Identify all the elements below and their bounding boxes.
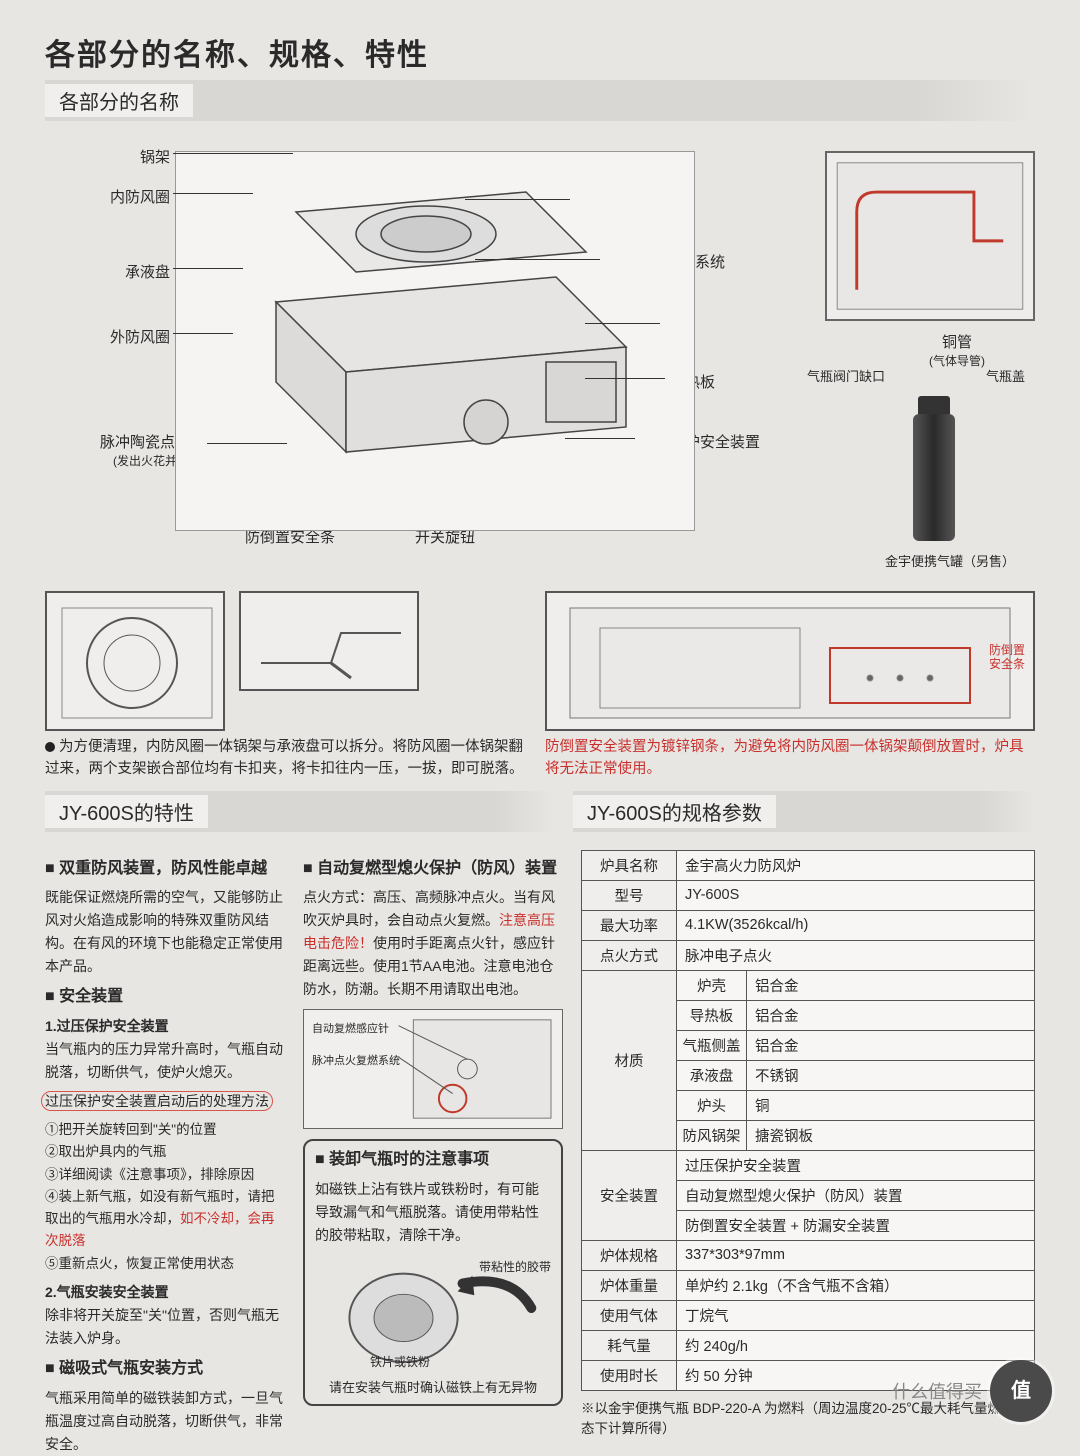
h-auto-reignite: 自动复燃型熄火保护（防风）装置 <box>303 856 563 882</box>
h-windproof: 双重防风装置，防风性能卓越 <box>45 856 285 882</box>
procedure-title: 过压保护安全装置启动后的处理方法 <box>45 1093 269 1109</box>
tube-detail-diagram <box>825 151 1035 321</box>
section-features: JY-600S的特性 <box>45 791 555 832</box>
label-inner-windshield: 内防风圈 <box>45 186 170 207</box>
label-valve-notch: 气瓶阀门缺口 <box>807 366 885 385</box>
section-parts-name: 各部分的名称 <box>45 80 1035 121</box>
spec-table: 炉具名称金宇高火力防风炉 型号JY-600S 最大功率4.1KW(3526kca… <box>581 850 1035 1391</box>
disassembly-diagram-1 <box>45 591 225 731</box>
watermark-text: 什么值得买 <box>892 1378 982 1404</box>
anti-tilt-caption: 防倒置安全装置为镀锌钢条，为避免将内防风圈一体锅架颠倒放置时，炉具将无法正常使用… <box>545 737 1035 781</box>
label-pot-rack: 锅架 <box>45 146 170 167</box>
h-magnetic: 磁吸式气瓶安装方式 <box>45 1356 285 1382</box>
disassembly-caption: 为方便清理，内防风圈一体锅架与承液盘可以拆分。将防风圈一体锅架翻过来，两个支架嵌… <box>45 737 525 781</box>
canister-caution-box: 装卸气瓶时的注意事项 如磁铁上沾有铁片或铁粉时，有可能导致漏气和气瓶脱落。请使用… <box>303 1139 563 1406</box>
label-canister: 金宇便携气罐（另售） <box>885 551 1015 570</box>
features-col-2: 自动复燃型熄火保护（防风）装置 点火方式：高压、高频脉冲点火。当有风吹灭炉具时，… <box>303 850 563 1456</box>
features-col-1: 双重防风装置，防风性能卓越 既能保证燃烧所需的空气，又能够防止风对火焰造成影响的… <box>45 850 285 1456</box>
anti-tilt-diagram: 防倒置安全条 <box>545 591 1035 731</box>
label-outer-windshield: 外防风圈 <box>45 326 170 347</box>
mid-diagrams: 为方便清理，内防风圈一体锅架与承液盘可以拆分。将防风圈一体锅架翻过来，两个支架嵌… <box>45 591 1035 781</box>
section-specs: JY-600S的规格参数 <box>573 791 1035 832</box>
stove-illustration <box>175 151 695 531</box>
page-title: 各部分的名称、规格、特性 <box>45 30 1035 74</box>
sensor-diagram: 自动复燃感应针 脉冲点火复燃系统 <box>303 1009 563 1129</box>
gas-canister-illustration <box>913 396 955 541</box>
label-can-lid: 气瓶盖 <box>986 366 1025 385</box>
watermark-badge: 值 <box>990 1360 1052 1422</box>
h-safety: 安全装置 <box>45 984 285 1010</box>
exploded-diagram: 锅架 内防风圈 承液盘 外防风圈 脉冲陶瓷点火针(发出火花并点火) 防倒置安全条… <box>45 131 1035 581</box>
anti-tilt-inline-label: 防倒置安全条 <box>989 643 1025 672</box>
label-copper-tube: 铜管(气体导管) <box>929 331 985 369</box>
spec-table-col: 炉具名称金宇高火力防风炉 型号JY-600S 最大功率4.1KW(3526kca… <box>581 850 1035 1456</box>
disassembly-diagram-2 <box>239 591 419 691</box>
label-drip-tray: 承液盘 <box>45 261 170 282</box>
